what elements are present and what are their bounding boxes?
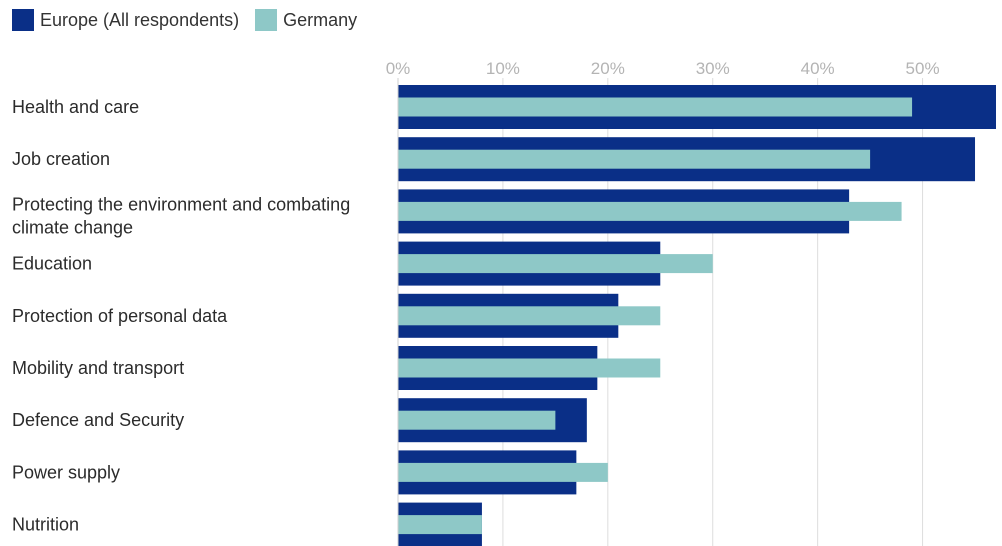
- chart-legend: Europe (All respondents) Germany: [12, 7, 373, 33]
- category-label: Protecting the environment and combating…: [12, 194, 350, 237]
- category-label: Protection of personal data: [12, 306, 228, 326]
- legend-swatch-europe: [12, 9, 34, 31]
- bar-germany: [398, 149, 871, 169]
- bar-germany: [398, 358, 661, 378]
- x-tick-label: 0%: [386, 59, 411, 78]
- legend-swatch-germany: [255, 9, 278, 31]
- category-label: Mobility and transport: [12, 358, 184, 378]
- category-label: Power supply: [12, 462, 120, 482]
- category-label: Education: [12, 254, 92, 274]
- category-label: Job creation: [12, 149, 110, 169]
- category-label: Defence and Security: [12, 410, 184, 430]
- bar-germany: [398, 410, 556, 430]
- bar-germany: [398, 515, 482, 535]
- category-label: Nutrition: [12, 515, 79, 535]
- legend-item-germany: Germany: [255, 9, 357, 31]
- bar-germany: [398, 306, 661, 326]
- x-tick-label: 20%: [591, 59, 625, 78]
- bar-germany: [398, 201, 902, 221]
- x-tick-label: 10%: [486, 59, 520, 78]
- bar-germany: [398, 97, 913, 117]
- bar-germany: [398, 462, 608, 482]
- bar-germany: [398, 254, 713, 274]
- legend-item-europe: Europe (All respondents): [12, 9, 239, 31]
- x-tick-label: 50%: [906, 59, 940, 78]
- legend-label-europe: Europe (All respondents): [40, 9, 240, 30]
- x-tick-label: 30%: [696, 59, 730, 78]
- x-tick-label: 40%: [801, 59, 835, 78]
- legend-label-germany: Germany: [283, 9, 358, 30]
- category-label: Health and care: [12, 97, 139, 117]
